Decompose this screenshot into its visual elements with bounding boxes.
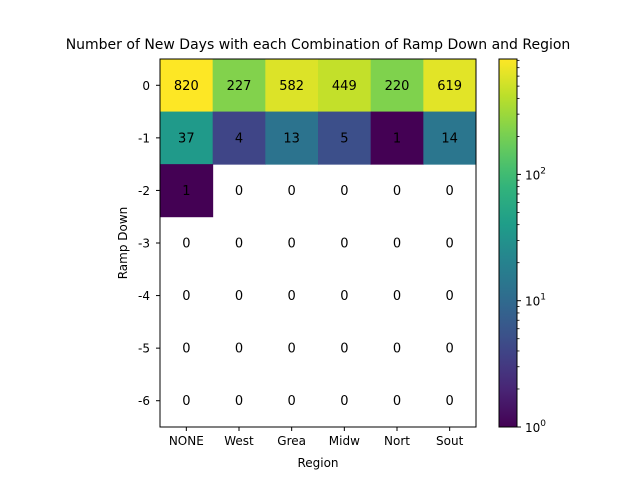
colorbar-tick-label: 100: [525, 419, 546, 435]
x-tick-label: Midw: [329, 434, 360, 448]
heatmap-cell: [265, 59, 319, 113]
cell-value-label: 0: [235, 184, 243, 199]
x-axis-ticks: NONE West Grea Midw Nort Sout: [169, 427, 464, 448]
y-tick-label: -5: [138, 342, 150, 356]
cell-value-label: 0: [340, 289, 348, 304]
cell-value-label: 449: [332, 79, 357, 94]
x-tick-label: Grea: [277, 434, 306, 448]
heatmap-cell: [265, 111, 319, 165]
cell-value-label: 37: [178, 131, 195, 146]
cell-value-label: 0: [446, 342, 454, 357]
cell-value-label: 0: [393, 237, 401, 252]
heatmap-cell: [212, 59, 266, 113]
cell-value-label: 0: [235, 237, 243, 252]
heatmap-cell: [423, 111, 477, 165]
cell-labels: 820 227 582 449 220 619 37 4 13 5 1 14 1 0 0 0 0 0 0 0 0 0 0 0 0…: [174, 79, 462, 409]
cell-value-label: 0: [446, 289, 454, 304]
x-tick-label: NONE: [169, 434, 204, 448]
cell-value-label: 619: [437, 79, 462, 94]
chart-title: Number of New Days with each Combination…: [66, 37, 571, 53]
heatmap-cell: [160, 111, 214, 165]
heatmap-cell: [318, 59, 372, 113]
x-tick-label: West: [224, 434, 254, 448]
colorbar-tick-label: 102: [525, 166, 546, 182]
heatmap-cell: [160, 59, 214, 113]
cell-value-label: 1: [182, 184, 190, 199]
x-tick-label: Nort: [384, 434, 410, 448]
cell-value-label: 582: [279, 79, 304, 94]
cell-value-label: 13: [283, 131, 300, 146]
cell-value-label: 0: [340, 394, 348, 409]
cell-value-label: 0: [288, 342, 296, 357]
cell-value-label: 4: [235, 131, 243, 146]
y-tick-label: -3: [138, 237, 150, 251]
cell-value-label: 0: [340, 184, 348, 199]
cell-value-label: 0: [340, 237, 348, 252]
x-axis-label: Region: [297, 456, 338, 470]
cell-value-label: 0: [288, 184, 296, 199]
heatmap-cell: [318, 111, 372, 165]
cell-value-label: 0: [393, 289, 401, 304]
heatmap-cell: [370, 111, 424, 165]
cell-value-label: 5: [340, 131, 348, 146]
cell-value-label: 0: [235, 289, 243, 304]
cell-value-label: 14: [441, 131, 458, 146]
cell-value-label: 0: [288, 237, 296, 252]
cell-value-label: 0: [288, 394, 296, 409]
cell-value-label: 1: [393, 131, 401, 146]
y-tick-label: -4: [138, 289, 150, 303]
cell-value-label: 0: [182, 342, 190, 357]
y-tick-label: -6: [138, 394, 150, 408]
cell-value-label: 220: [385, 79, 410, 94]
cell-value-label: 227: [227, 79, 252, 94]
cell-value-label: 0: [393, 394, 401, 409]
x-tick-label: Sout: [436, 434, 464, 448]
cell-value-label: 0: [182, 237, 190, 252]
colorbar-tick-label: 101: [525, 293, 546, 309]
heatmap-cells: [160, 59, 477, 218]
cell-value-label: 0: [446, 184, 454, 199]
cell-value-label: 0: [182, 394, 190, 409]
y-tick-label: -1: [138, 131, 150, 145]
heatmap-cell: [423, 59, 477, 113]
y-axis-label: Ramp Down: [116, 207, 130, 280]
cell-value-label: 0: [393, 184, 401, 199]
cell-value-label: 0: [288, 289, 296, 304]
cell-value-label: 0: [446, 394, 454, 409]
cell-value-label: 0: [446, 237, 454, 252]
heatmap-cell: [212, 111, 266, 165]
cell-value-label: 0: [235, 394, 243, 409]
cell-value-label: 0: [182, 289, 190, 304]
cell-value-label: 820: [174, 79, 199, 94]
cell-value-label: 0: [340, 342, 348, 357]
y-tick-label: -2: [138, 184, 150, 198]
heatmap-cell: [370, 59, 424, 113]
colorbar-gradient: [498, 58, 518, 428]
cell-value-label: 0: [393, 342, 401, 357]
y-tick-label: 0: [142, 79, 150, 93]
colorbar: 100 101 102: [498, 58, 546, 435]
cell-value-label: 0: [235, 342, 243, 357]
y-axis-ticks: 0 -1 -2 -3 -4 -5 -6: [138, 79, 160, 408]
heatmap-cell: [160, 164, 214, 218]
